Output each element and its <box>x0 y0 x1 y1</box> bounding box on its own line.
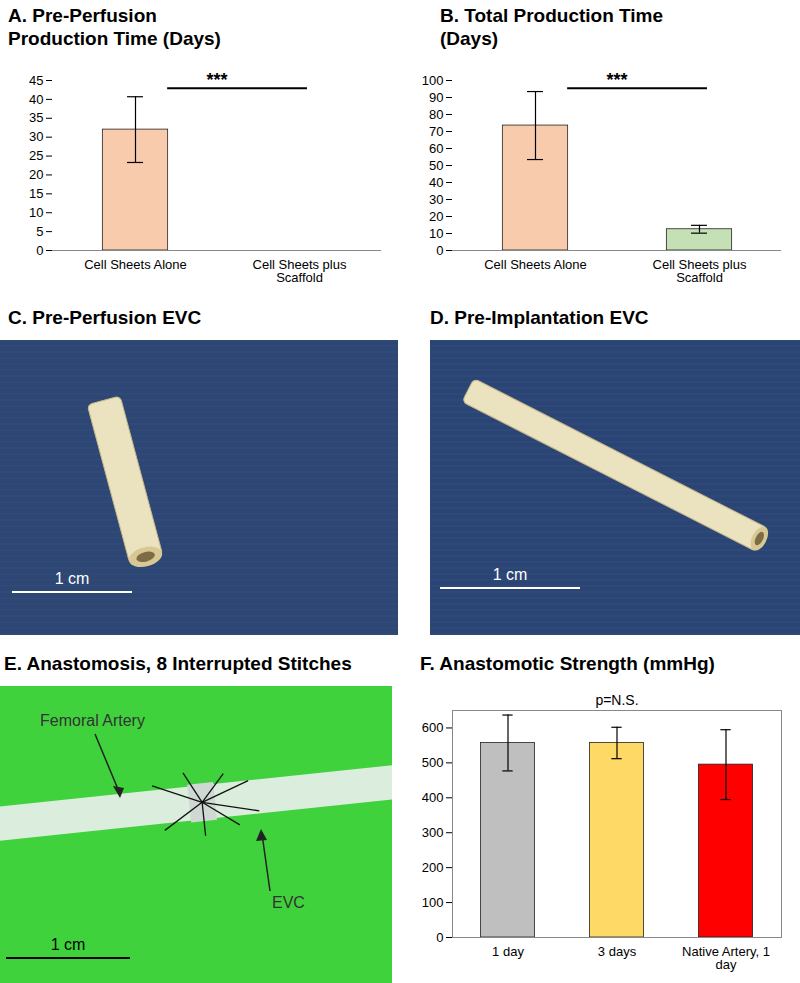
svg-text:1 cm: 1 cm <box>51 936 86 953</box>
svg-text:1 day: 1 day <box>492 944 524 959</box>
svg-text:25: 25 <box>29 148 43 163</box>
svg-text:45: 45 <box>29 73 43 88</box>
svg-text:0: 0 <box>436 930 443 945</box>
svg-text:5: 5 <box>36 224 43 239</box>
html-text:A. Pre-Perfusion Production Ti: A. Pre-Perfusion Production Time (Days) <box>8 5 221 49</box>
svg-text:35: 35 <box>29 110 43 125</box>
svg-text:20: 20 <box>29 167 43 182</box>
html-text:D. Pre-Implantation EVC: D. Pre-Implantation EVC <box>430 307 649 328</box>
svg-text:p=N.S.: p=N.S. <box>595 692 638 708</box>
svg-text:1 cm: 1 cm <box>493 566 528 583</box>
svg-text:EVC: EVC <box>272 894 305 911</box>
svg-text:Cell Sheets Alone: Cell Sheets Alone <box>484 257 587 272</box>
svg-text:10: 10 <box>29 205 43 220</box>
svg-text:***: *** <box>206 70 227 90</box>
svg-text:10: 10 <box>429 226 443 241</box>
svg-text:Native Artery, 1day: Native Artery, 1day <box>682 944 770 972</box>
svg-text:***: *** <box>606 70 627 90</box>
svg-text:Femoral Artery: Femoral Artery <box>40 712 145 729</box>
svg-text:0: 0 <box>436 243 443 258</box>
svg-text:400: 400 <box>422 790 444 805</box>
html-text:E. Anastomosis, 8 Interrupted: E. Anastomosis, 8 Interrupted Stitches <box>4 653 352 674</box>
svg-text:200: 200 <box>422 860 444 875</box>
svg-text:90: 90 <box>429 90 443 105</box>
html-text:B. Total Production Time (Days: B. Total Production Time (Days) <box>440 5 664 49</box>
svg-text:40: 40 <box>29 92 43 107</box>
svg-text:500: 500 <box>422 755 444 770</box>
html-text:F. Anastomotic Strength (mmHg): F. Anastomotic Strength (mmHg) <box>420 653 715 674</box>
svg-text:3 days: 3 days <box>598 944 637 959</box>
svg-text:40: 40 <box>429 175 443 190</box>
svg-text:Cell Sheets plusScaffold: Cell Sheets plusScaffold <box>653 257 747 285</box>
html-text:C. Pre-Perfusion EVC: C. Pre-Perfusion EVC <box>8 307 202 328</box>
svg-text:100: 100 <box>422 73 444 88</box>
svg-text:30: 30 <box>429 192 443 207</box>
svg-text:20: 20 <box>429 209 443 224</box>
svg-text:70: 70 <box>429 124 443 139</box>
svg-text:60: 60 <box>429 141 443 156</box>
svg-text:Cell Sheets plusScaffold: Cell Sheets plusScaffold <box>253 257 347 285</box>
svg-text:50: 50 <box>429 158 443 173</box>
svg-text:300: 300 <box>422 825 444 840</box>
svg-text:1 cm: 1 cm <box>55 570 90 587</box>
svg-text:100: 100 <box>422 895 444 910</box>
svg-text:Cell Sheets Alone: Cell Sheets Alone <box>84 257 187 272</box>
svg-text:0: 0 <box>36 243 43 258</box>
svg-text:80: 80 <box>429 107 443 122</box>
svg-text:600: 600 <box>422 720 444 735</box>
svg-text:15: 15 <box>29 186 43 201</box>
svg-text:30: 30 <box>29 129 43 144</box>
